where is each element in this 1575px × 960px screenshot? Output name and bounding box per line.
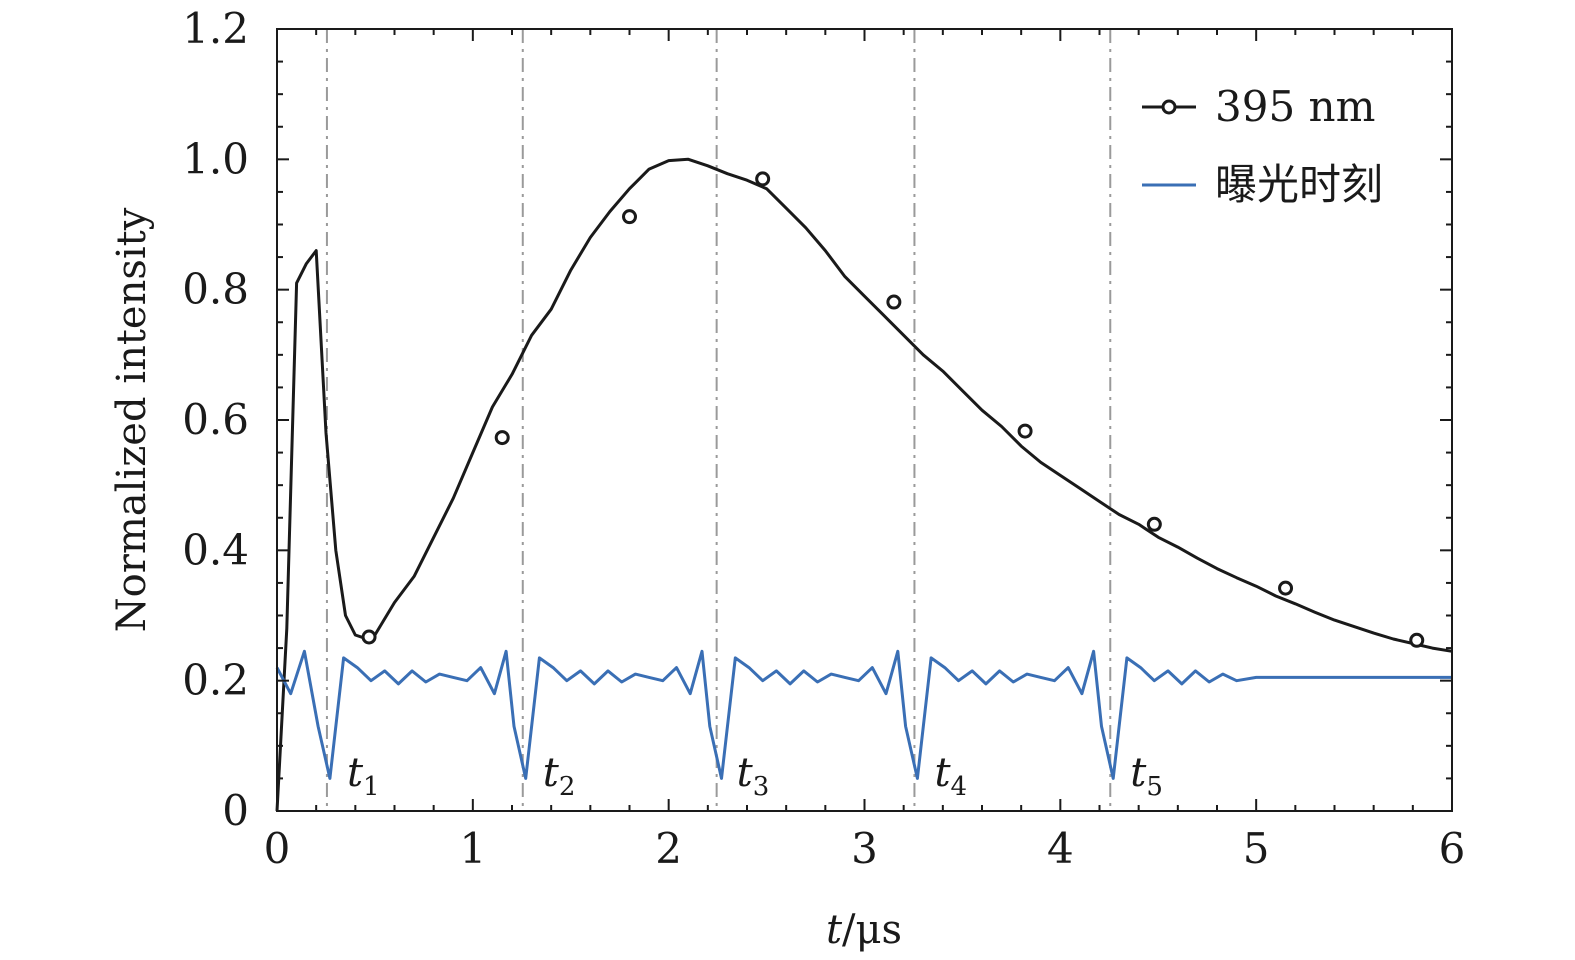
x-tick-label: 6 xyxy=(1439,824,1466,873)
y-tick-label: 0.2 xyxy=(182,656,249,705)
x-tick-label: 1 xyxy=(459,824,486,873)
data-point-395nm xyxy=(622,209,637,225)
axis-ticks xyxy=(276,28,1453,812)
exposure-label-t1: t1 xyxy=(347,750,380,802)
exposure-guide-lines xyxy=(325,29,1112,811)
y-tick-label: 0.8 xyxy=(182,265,249,314)
series-line-395nm xyxy=(275,157,1453,812)
data-point-395nm xyxy=(361,629,377,645)
legend-label-exposure: 曝光时刻 xyxy=(1215,160,1383,209)
x-axis-label-var: t xyxy=(826,907,843,953)
data-point-395nm xyxy=(886,294,902,310)
exposure-label-t2: t2 xyxy=(543,750,576,802)
plot-frame xyxy=(276,28,1453,812)
data-point-395nm xyxy=(1017,423,1033,439)
data-point-395nm xyxy=(494,430,510,446)
y-axis-label: Normalized intensity xyxy=(109,207,155,632)
x-tick-label: 5 xyxy=(1243,824,1270,873)
exposure-label-t3: t3 xyxy=(737,750,770,802)
y-tick-label: 0.6 xyxy=(182,395,249,444)
y-tick-label: 0 xyxy=(222,786,249,835)
x-tick-label: 4 xyxy=(1047,824,1074,873)
series-line-exposure xyxy=(275,649,1452,780)
data-point-395nm xyxy=(1409,632,1425,648)
y-tick-label: 0.4 xyxy=(182,525,249,574)
legend-marker-395nm xyxy=(1161,99,1177,115)
data-point-395nm xyxy=(1278,580,1294,596)
x-axis-label: t/μs xyxy=(826,907,902,953)
exposure-labels: t1 t2 t3 t4 t5 xyxy=(347,750,1163,802)
series-markers xyxy=(361,171,1425,648)
series-lines xyxy=(275,157,1453,812)
data-point-395nm xyxy=(755,171,771,187)
y-tick-label: 1.2 xyxy=(182,4,249,53)
data-point-395nm xyxy=(1146,516,1162,532)
exposure-label-t5: t5 xyxy=(1130,750,1163,802)
x-tick-label: 0 xyxy=(264,824,291,873)
tick-labels: 0 1 2 3 4 5 6 0 0.2 0.4 0.6 0.8 1.0 1.2 xyxy=(182,4,1465,873)
x-tick-label: 2 xyxy=(655,824,682,873)
y-tick-label: 1.0 xyxy=(182,134,249,183)
legend-label-395nm: 395 nm xyxy=(1215,82,1375,131)
x-tick-label: 3 xyxy=(851,824,878,873)
x-axis-label-unit: /μs xyxy=(842,907,902,953)
exposure-label-t4: t4 xyxy=(934,750,967,802)
legend: 395 nm 曝光时刻 xyxy=(1142,82,1383,209)
